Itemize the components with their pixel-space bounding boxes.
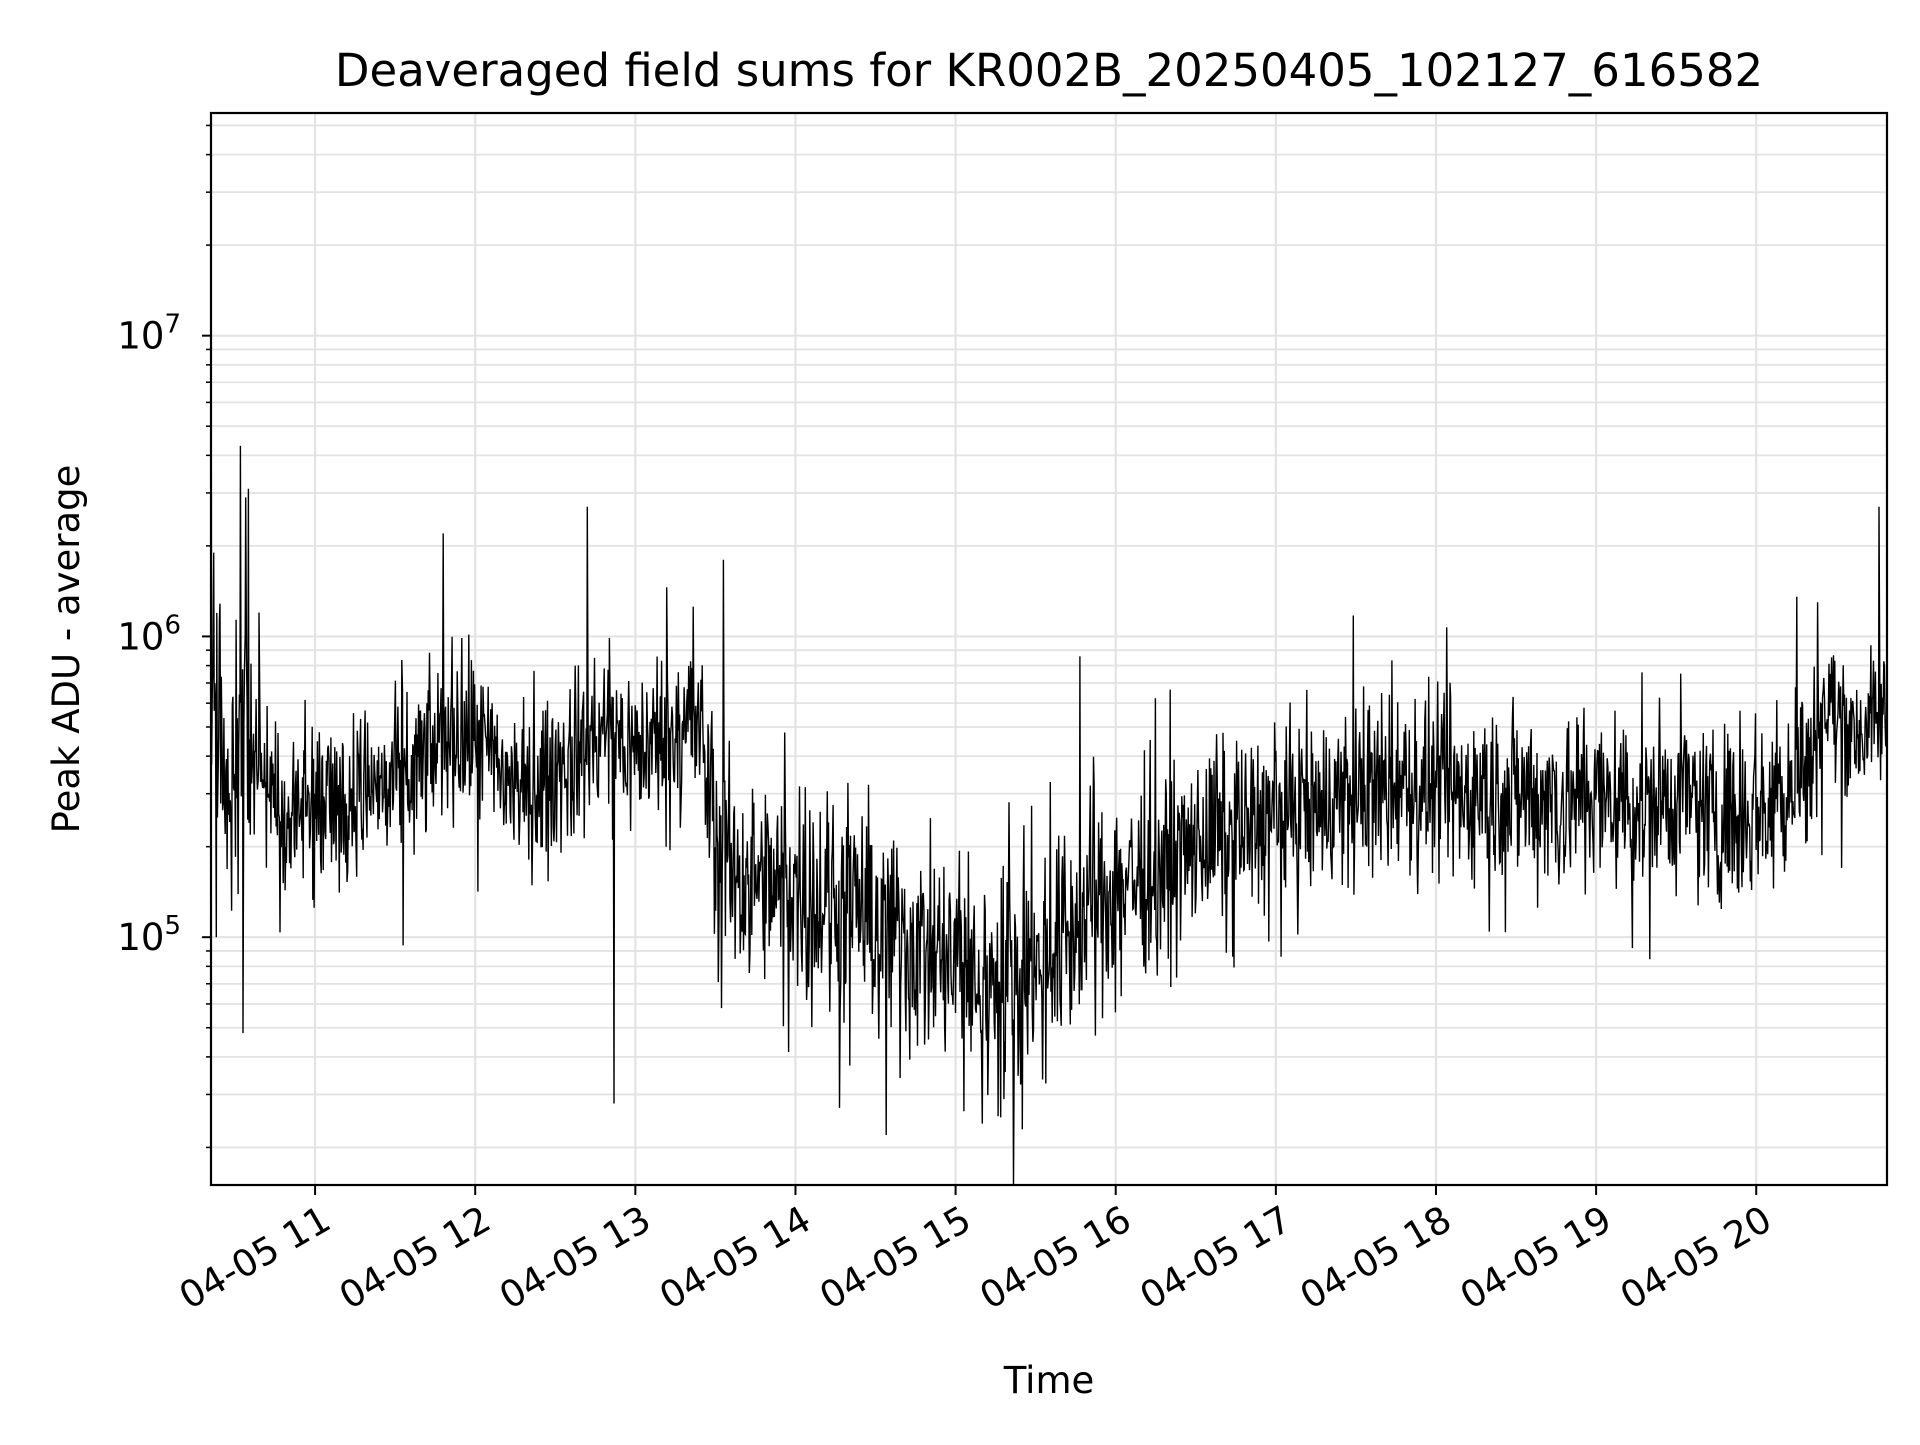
y-axis-label: Peak ADU - average [45,465,88,834]
x-axis-label: Time [1003,1359,1095,1402]
axes-frame [209,111,1889,1187]
y-tick-label: 106 [117,610,181,658]
chart-title: Deaveraged field sums for KR002B_2025040… [335,44,1763,97]
series-layer [210,161,1888,1186]
y-tick-label: 107 [117,310,181,358]
y-tick-label: 105 [117,911,181,959]
series-line [210,161,1888,1186]
